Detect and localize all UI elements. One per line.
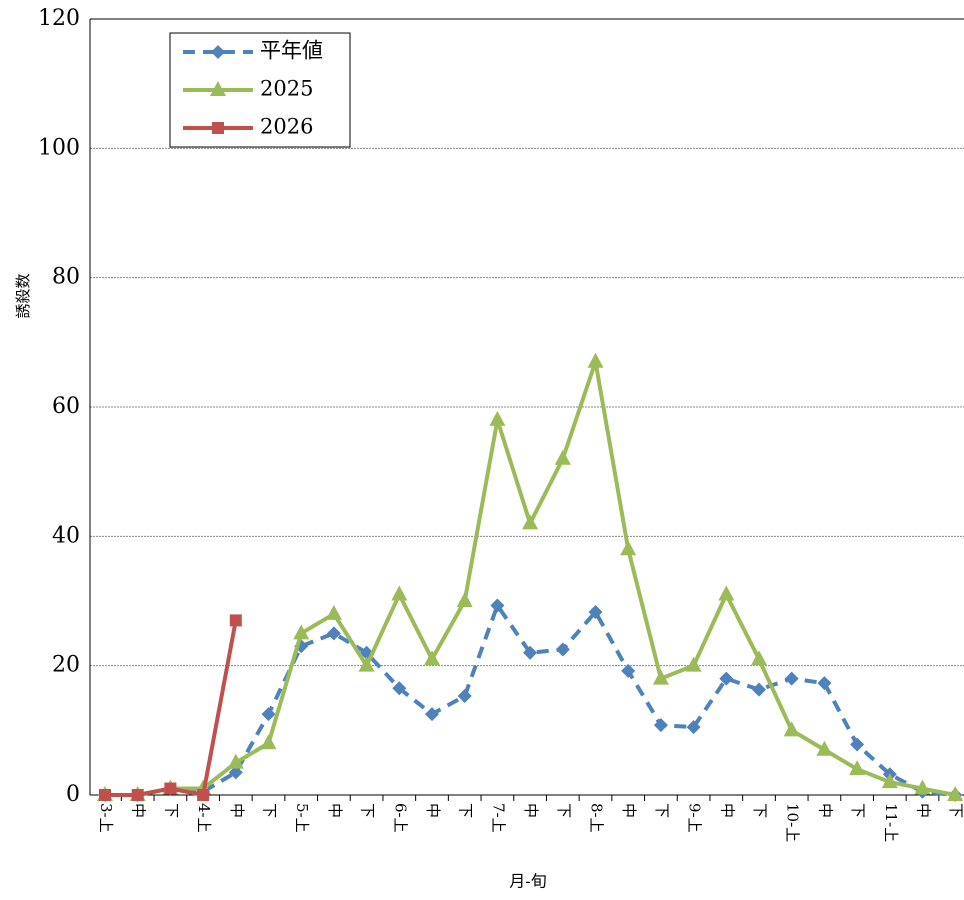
marker — [358, 656, 375, 672]
series-line — [105, 361, 956, 797]
x-tick-label: 3-上 — [97, 803, 115, 833]
marker — [489, 410, 506, 426]
marker — [587, 352, 604, 368]
marker — [210, 81, 226, 96]
marker — [228, 765, 243, 780]
marker — [719, 671, 734, 686]
marker — [784, 671, 799, 686]
marker — [554, 449, 571, 465]
marker — [391, 585, 408, 601]
marker — [490, 598, 505, 613]
x-tick-label: 9-上 — [686, 803, 704, 833]
marker — [424, 650, 440, 666]
marker — [227, 753, 244, 769]
x-tick-label: 下 — [359, 803, 377, 818]
marker — [751, 650, 767, 666]
y-tick-label: 60 — [52, 394, 80, 419]
y-axis-label: 誘殺数 — [14, 273, 32, 318]
x-tick-label: 11-上 — [882, 803, 900, 842]
marker — [99, 789, 111, 801]
x-tick-label: 中 — [522, 803, 540, 818]
marker — [817, 676, 832, 691]
series-line — [105, 601, 956, 797]
x-tick-label: 中 — [620, 803, 638, 818]
x-tick-label: 下 — [457, 803, 475, 818]
x-tick-label: 下 — [162, 803, 180, 818]
marker — [752, 682, 766, 697]
x-tick-label: 8-上 — [588, 803, 606, 833]
marker — [212, 122, 224, 134]
marker — [620, 540, 637, 556]
marker — [686, 720, 701, 735]
marker — [293, 624, 310, 640]
x-tick-label: 下 — [555, 803, 573, 818]
marker — [522, 514, 539, 530]
legend: 平年値 2025 2026 — [169, 32, 351, 148]
marker — [197, 789, 210, 801]
marker — [685, 656, 702, 672]
marker — [783, 721, 800, 737]
series-line — [105, 620, 238, 798]
marker — [260, 734, 277, 750]
y-tick-label: 40 — [52, 523, 80, 548]
marker — [588, 604, 603, 619]
marker — [211, 45, 225, 59]
marker — [555, 642, 570, 657]
x-tick-label: 下 — [261, 803, 279, 818]
marker — [261, 707, 276, 722]
marker — [718, 585, 735, 601]
x-tick-label: 中 — [130, 803, 148, 818]
marker — [947, 786, 964, 801]
x-tick-label: 下 — [947, 803, 964, 818]
x-tick-label: 5-上 — [293, 803, 311, 833]
marker — [881, 773, 898, 789]
x-tick-label: 下 — [849, 803, 867, 818]
x-tick-label: 下 — [653, 803, 671, 818]
marker — [523, 645, 538, 660]
x-tick-label: 下 — [751, 803, 769, 818]
marker — [621, 663, 636, 678]
x-tick-label: 4-上 — [195, 803, 213, 833]
marker — [816, 740, 833, 756]
marker — [326, 626, 341, 641]
legend-label: 2025 — [260, 77, 313, 101]
marker — [850, 737, 865, 752]
marker — [392, 681, 407, 696]
marker — [652, 669, 669, 685]
marker — [325, 604, 342, 620]
y-tick-label: 20 — [52, 653, 80, 678]
x-tick-label: 中 — [424, 803, 442, 818]
x-tick-label: 中 — [326, 803, 344, 818]
marker — [456, 592, 473, 607]
x-axis-label: 月-旬 — [509, 872, 546, 891]
marker — [914, 779, 931, 795]
legend-label: 平年値 — [260, 39, 323, 63]
legend-label: 2026 — [260, 115, 313, 139]
y-tick-label: 80 — [52, 265, 80, 290]
y-tick-label: 100 — [38, 135, 80, 160]
marker — [849, 760, 866, 776]
x-tick-label: 中 — [915, 803, 933, 818]
x-tick-label: 中 — [228, 803, 246, 818]
y-tick-label: 0 — [66, 782, 80, 807]
y-tick-label: 120 — [38, 6, 80, 31]
marker — [131, 789, 144, 801]
x-tick-label: 10-上 — [784, 803, 802, 842]
x-tick-label: 6-上 — [391, 803, 409, 833]
marker — [229, 614, 242, 627]
marker — [457, 689, 472, 704]
x-tick-label: 7-上 — [489, 803, 507, 833]
x-tick-label: 中 — [816, 803, 834, 818]
x-tick-label: 中 — [718, 803, 736, 818]
marker — [164, 782, 177, 795]
marker — [653, 718, 668, 733]
marker — [425, 707, 439, 722]
